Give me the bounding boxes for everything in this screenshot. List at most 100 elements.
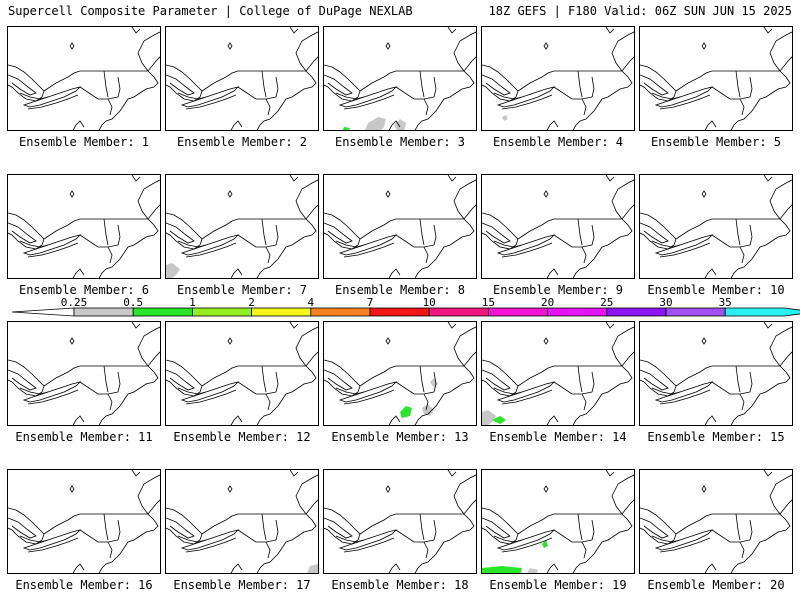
map-outline: [131, 175, 141, 182]
station-marker-icon: [701, 485, 707, 493]
station-marker-icon: [543, 485, 549, 493]
map-outline: [72, 563, 85, 573]
map-panel-18: [323, 469, 477, 574]
station-marker-icon: [701, 42, 707, 50]
map-outline: [423, 246, 429, 264]
basemap: [482, 322, 634, 425]
map-outline: [395, 234, 435, 248]
ensemble-member-label: Ensemble Member: 19: [489, 578, 627, 592]
map-outline: [605, 27, 615, 34]
ensemble-member-label: Ensemble Member: 15: [647, 430, 785, 444]
map-outline: [388, 268, 401, 278]
map-outline: [763, 470, 773, 477]
map-outline: [180, 86, 240, 108]
map-outline: [359, 204, 476, 240]
map-panel-16: [7, 469, 161, 574]
map-outline: [338, 381, 398, 403]
map-outline: [295, 31, 318, 72]
map-panel-5: [639, 26, 793, 131]
colorbar-tick-label: 0.5: [123, 296, 143, 309]
map-outline: [395, 86, 435, 100]
map-outline: [137, 326, 160, 367]
map-outline: [256, 513, 317, 573]
map-outline: [8, 359, 45, 397]
ensemble-member-label: Ensemble Member: 6: [18, 283, 150, 297]
ensemble-member-label: Ensemble Member: 8: [334, 283, 466, 297]
ensemble-member-label: Ensemble Member: 13: [331, 430, 469, 444]
map-outline: [166, 369, 195, 391]
map-outline: [553, 529, 593, 543]
basemap: [8, 322, 160, 425]
station-marker-icon: [69, 337, 75, 345]
map-outline: [343, 389, 395, 405]
map-panel-2: [165, 26, 319, 131]
map-panel-13: [323, 321, 477, 426]
map-outline: [453, 474, 476, 515]
map-outline: [131, 322, 141, 329]
map-outline: [517, 204, 634, 240]
map-outline: [289, 175, 299, 182]
map-outline: [343, 537, 395, 553]
map-outline: [739, 98, 745, 116]
map-outline: [295, 179, 318, 220]
map-outline: [605, 322, 615, 329]
station-marker-icon: [385, 190, 391, 198]
map-outline: [265, 98, 271, 116]
map-outline: [419, 365, 425, 393]
map-outline: [230, 268, 243, 278]
map-outline: [482, 359, 519, 397]
scp-shading-green: [542, 540, 548, 548]
map-outline: [166, 507, 203, 545]
map-outline: [43, 204, 160, 240]
map-outline: [501, 242, 553, 258]
ensemble-member-label: Ensemble Member: 14: [489, 430, 627, 444]
map-outline: [201, 351, 318, 387]
map-outline: [730, 513, 791, 573]
map-outline: [117, 76, 121, 98]
colorbar-tick-label: 20: [541, 296, 554, 309]
map-outline: [338, 86, 398, 108]
ensemble-member-label: Ensemble Member: 17: [173, 578, 311, 592]
map-panel-12: [165, 321, 319, 426]
colorbar-segment: [547, 307, 608, 317]
map-outline: [704, 120, 717, 130]
map-outline: [577, 513, 583, 541]
map-outline: [324, 64, 361, 102]
map-outline: [8, 64, 45, 102]
ensemble-member-label: Ensemble Member: 20: [647, 578, 785, 592]
map-outline: [749, 519, 753, 541]
basemap: [482, 470, 634, 573]
map-outline: [388, 563, 401, 573]
map-outline: [553, 381, 593, 395]
map-outline: [166, 359, 203, 397]
map-outline: [185, 94, 237, 110]
basemap: [324, 175, 476, 278]
map-outline: [419, 218, 425, 246]
chart-title: Supercell Composite Parameter | College …: [8, 4, 413, 18]
map-outline: [27, 242, 79, 258]
map-outline: [107, 393, 113, 411]
map-outline: [275, 76, 279, 98]
ensemble-member-label: Ensemble Member: 16: [15, 578, 153, 592]
map-outline: [201, 56, 318, 92]
map-outline: [735, 70, 741, 98]
map-outline: [675, 351, 792, 387]
map-outline: [654, 234, 714, 256]
map-outline: [237, 381, 277, 395]
map-panel-14: [481, 321, 635, 426]
station-marker-icon: [543, 42, 549, 50]
map-outline: [739, 246, 745, 264]
colorbar-segment: [191, 307, 252, 317]
map-outline: [72, 268, 85, 278]
ensemble-member-label: Ensemble Member: 2: [176, 135, 308, 149]
map-outline: [98, 218, 159, 278]
map-outline: [572, 513, 633, 573]
map-outline: [8, 212, 45, 250]
map-outline: [482, 74, 511, 96]
colorbar-segment: [606, 307, 667, 317]
map-outline: [107, 246, 113, 264]
map-outline: [553, 234, 593, 248]
map-outline: [22, 234, 82, 256]
basemap: [166, 470, 318, 573]
station-marker-icon: [69, 190, 75, 198]
